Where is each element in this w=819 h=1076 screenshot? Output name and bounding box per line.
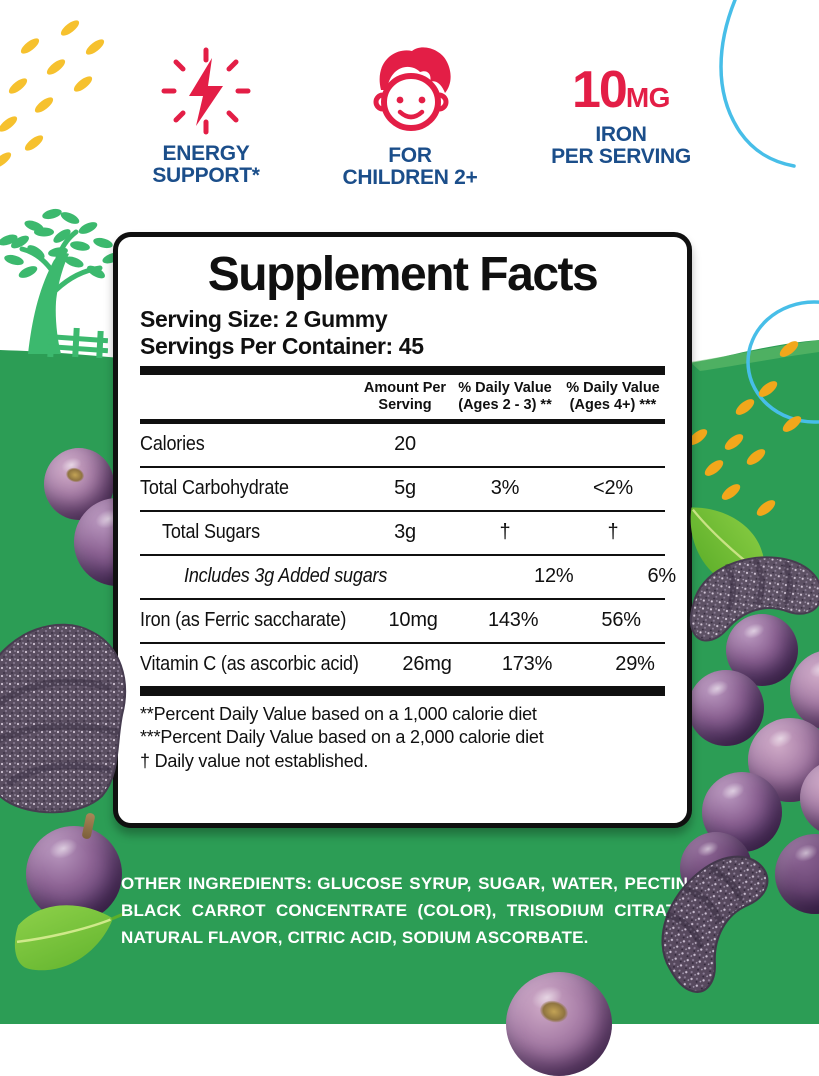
energy-label-line1: ENERGY — [162, 142, 250, 165]
nutrient-name: Vitamin C (as ascorbic acid) — [140, 653, 359, 676]
servings-per-container: Servings Per Container: 45 — [140, 332, 424, 359]
footnote-1000-calorie: **Percent Daily Value based on a 1,000 c… — [140, 703, 537, 724]
nutrient-dv2: <2% — [593, 477, 633, 500]
nutrient-amount: 26mg — [402, 653, 452, 676]
nutrient-amount: 20 — [394, 433, 416, 456]
blue-curve-decoration — [719, 0, 819, 424]
nutrient-dv1: † — [499, 521, 511, 544]
energy-label-line2: SUPPORT* — [152, 164, 260, 188]
nutrient-amount: 3g — [394, 521, 416, 544]
children-label-line1: FOR — [388, 144, 432, 167]
fence-icon — [43, 327, 109, 359]
nutrient-dv1: 143% — [487, 609, 539, 632]
nutrient-dv1: 12% — [534, 565, 574, 588]
nutrient-name: Includes 3g Added sugars — [184, 565, 388, 588]
serving-size: Serving Size: 2 Gummy — [140, 306, 388, 332]
children-label-line2: CHILDREN 2+ — [342, 166, 478, 190]
column-header-amount: Amount Per Serving — [363, 380, 447, 413]
grape-scar — [537, 997, 570, 1026]
panel-title: Supplement Facts — [207, 248, 599, 301]
nutrient-name: Iron (as Ferric saccharate) — [140, 609, 347, 632]
column-header-dv-ages-2-3: % Daily Value (Ages 2 - 3) ** — [458, 380, 552, 413]
energy-bolt-icon — [161, 47, 251, 135]
nutrient-row-total-carbohydrate: Total Carbohydrate 5g 3% <2% — [140, 468, 665, 512]
footnote-dagger: † Daily value not established. — [140, 750, 369, 771]
nutrient-row-vitamin-c: Vitamin C (as ascorbic acid) 26mg 173% 2… — [140, 644, 665, 686]
nutrient-amount: 5g — [394, 477, 416, 500]
iron-dose-unit: MG — [625, 82, 671, 113]
iron-dose-badge: 10 MG IRON PER SERVING — [535, 60, 707, 168]
grape-scar — [64, 466, 87, 485]
supplement-facts-panel: Supplement Facts Serving Size: 2 Gummy S… — [113, 232, 692, 828]
children-badge: FOR CHILDREN 2+ — [322, 42, 498, 189]
divider-bar — [140, 418, 665, 424]
iron-label-line2: PER SERVING — [551, 145, 691, 169]
gummy-image — [689, 556, 819, 642]
footnote-2000-calorie: ***Percent Daily Value based on a 2,000 … — [140, 727, 544, 748]
other-ingredients-text: GLUCOSE SYRUP, SUGAR, WATER, PECTIN, BLA… — [121, 874, 693, 948]
yellow-dots-decoration — [0, 20, 105, 168]
other-ingredients-label: OTHER INGREDIENTS: — [121, 874, 313, 893]
nutrient-dv2: † — [607, 521, 619, 544]
iron-dose-value: 10 — [572, 61, 628, 119]
nutrient-dv1: 3% — [490, 477, 520, 500]
nutrient-row-iron: Iron (as Ferric saccharate) 10mg 143% 56… — [140, 600, 665, 644]
nutrient-name: Total Carbohydrate — [140, 477, 289, 500]
child-face-icon — [373, 47, 451, 131]
nutrient-dv2: 6% — [647, 565, 676, 588]
leaf-image — [14, 905, 123, 971]
nutrient-row-added-sugars: Includes 3g Added sugars 12% 6% — [140, 556, 676, 600]
orange-dots-decoration — [688, 341, 802, 516]
column-header-dv-ages-4plus: % Daily Value (Ages 4+) *** — [566, 380, 660, 413]
energy-support-badge: ENERGY SUPPORT* — [128, 46, 284, 187]
nutrient-dv2: 29% — [615, 653, 655, 676]
other-ingredients: OTHER INGREDIENTS: GLUCOSE SYRUP, SUGAR, … — [121, 870, 693, 952]
tree-icon — [0, 208, 122, 354]
gummy-image — [0, 623, 126, 814]
nutrient-dv2: 56% — [601, 609, 641, 632]
nutrient-amount: 10mg — [388, 609, 438, 632]
column-header-row: Amount Per Serving % Daily Value (Ages 2… — [140, 375, 665, 418]
iron-label-line1: IRON — [595, 123, 647, 146]
nutrient-row-total-sugars: Total Sugars 3g † † — [140, 512, 665, 556]
nutrient-row-calories: Calories 20 — [140, 424, 665, 468]
grape-image — [506, 972, 612, 1076]
divider-bar — [140, 366, 665, 376]
iron-dose: 10 MG — [535, 60, 707, 120]
nutrient-name: Calories — [140, 433, 205, 456]
divider-bar — [140, 685, 665, 696]
gummy-image — [661, 855, 769, 993]
nutrient-name: Total Sugars — [162, 521, 260, 544]
nutrient-dv1: 173% — [501, 653, 553, 676]
